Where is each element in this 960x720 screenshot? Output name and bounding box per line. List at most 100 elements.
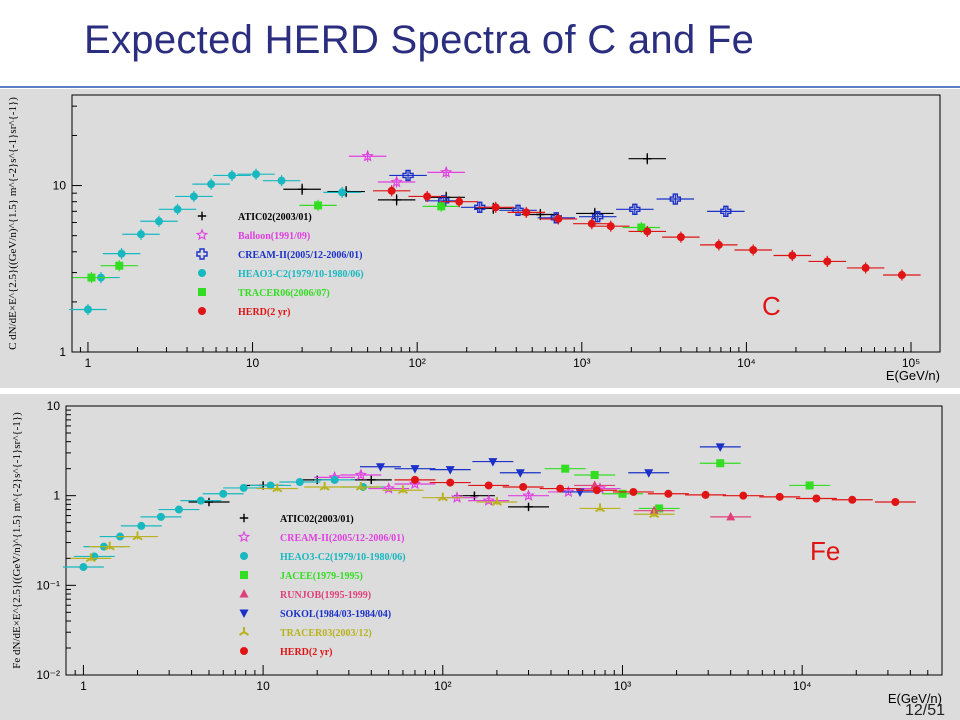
carbon-x-tick-label: 10⁴	[737, 356, 756, 370]
iron-y-axis: 10⁻² 10⁻¹ 1 10 Fe dN/dE×E^{2.5}((GeV/n)^{1.5…	[11, 399, 76, 682]
data-point	[330, 475, 339, 484]
data-point	[643, 154, 652, 163]
data-point	[823, 257, 832, 266]
iron-series-tracer03-2003-12	[70, 481, 675, 563]
legend-label: ATIC02(2003/01)	[238, 212, 312, 223]
carbon-series-balloon-1991-09	[348, 149, 465, 188]
iron-x-tick-label: 10	[256, 679, 270, 693]
data-point	[482, 494, 495, 506]
legend-marker	[239, 513, 249, 523]
data-point	[749, 246, 758, 255]
iron-spectrum-chart: 1 10 10² 10³ 10⁴ E(GeV/n) 10⁻² 10⁻¹ 1 10 Fe dN/dE×…	[11, 399, 943, 706]
data-point	[361, 149, 374, 162]
data-point	[408, 477, 422, 490]
iron-plot-frame	[65, 405, 943, 676]
data-point	[470, 491, 479, 500]
data-point	[87, 273, 96, 282]
legend-marker	[239, 589, 249, 598]
data-point	[629, 203, 641, 216]
iron-x-tick-label: 10⁴	[793, 679, 812, 693]
data-point	[252, 170, 261, 179]
data-point	[354, 468, 367, 481]
data-point	[156, 512, 165, 521]
iron-x-tick-label: 1	[80, 679, 87, 693]
data-point	[137, 521, 146, 530]
data-point	[207, 180, 216, 189]
legend-label: JACEE(1979-1995)	[280, 571, 363, 582]
iron-y-tick-label: 10⁻²	[36, 668, 60, 682]
data-point	[812, 494, 821, 503]
data-point	[592, 486, 601, 495]
legend-label: HEAO3-C2(1979/10-1980/06)	[238, 269, 364, 280]
data-point	[314, 201, 323, 210]
data-point	[355, 481, 366, 491]
carbon-series-herd-2-yr	[372, 185, 921, 281]
carbon-plot-frame	[71, 94, 941, 353]
data-point	[437, 202, 446, 211]
legend-marker	[198, 307, 206, 315]
carbon-y-tick-label: 10	[53, 179, 67, 193]
data-point	[512, 204, 524, 217]
carbon-y-axis: 1 10 C dN/dE×E^{2.5}((GeV/n)^{1.5} m^{-2}s…	[7, 97, 82, 359]
data-point	[720, 205, 732, 218]
legend-label: TRACER03(2003/12)	[280, 628, 372, 639]
data-point	[173, 205, 182, 214]
data-point	[618, 489, 627, 498]
data-point	[104, 541, 115, 551]
legend-marker	[237, 530, 251, 543]
data-point	[117, 249, 126, 258]
data-point	[266, 481, 275, 490]
data-point	[455, 197, 464, 206]
data-point	[423, 192, 432, 201]
title-divider	[0, 86, 960, 88]
data-point	[715, 443, 725, 452]
legend-marker	[196, 248, 208, 260]
legend-marker	[197, 211, 207, 221]
data-point	[387, 186, 396, 195]
iron-y-tick-label: 10⁻¹	[36, 578, 60, 592]
data-point	[637, 223, 646, 232]
data-point	[189, 192, 198, 201]
data-point	[522, 208, 531, 217]
data-point	[629, 487, 638, 496]
carbon-x-tick-label: 10³	[573, 356, 590, 370]
data-point	[488, 458, 498, 467]
iron-spectrum-panel: 1 10 10² 10³ 10⁴ E(GeV/n) 10⁻² 10⁻¹ 1 10 Fe dN/dE×…	[0, 394, 960, 720]
data-point	[136, 230, 145, 239]
data-point	[805, 481, 814, 490]
slide-title: Expected HERD Spectra of C and Fe	[84, 18, 755, 62]
legend-marker	[198, 288, 206, 296]
slide-number: 12/51	[905, 702, 946, 719]
legend-marker	[239, 609, 249, 618]
iron-x-tick-label: 10²	[434, 679, 451, 693]
carbon-legend: ATIC02(2003/01) Balloon(1991/09) CREAM-II(…	[195, 211, 364, 318]
data-point	[562, 485, 575, 498]
data-point	[239, 483, 248, 492]
data-point	[390, 175, 403, 188]
data-point	[716, 459, 725, 468]
data-point	[174, 505, 183, 514]
data-point	[450, 491, 464, 503]
data-point	[397, 485, 408, 495]
legend-label: CREAM-II(2005/12-2006/01)	[238, 250, 362, 261]
iron-x-axis: 1 10 10² 10³ 10⁴ E(GeV/n)	[65, 665, 943, 706]
data-point	[561, 464, 570, 473]
data-point	[606, 222, 615, 231]
data-point	[83, 305, 92, 314]
data-point	[115, 261, 124, 270]
data-point	[219, 489, 228, 498]
data-point	[701, 490, 710, 499]
data-point	[85, 553, 96, 563]
data-point	[739, 491, 748, 500]
data-point	[664, 489, 673, 498]
data-point	[277, 176, 286, 185]
legend-marker	[240, 647, 248, 655]
data-point	[676, 233, 685, 242]
iron-legend: ATIC02(2003/01) CREAM-II(2005/12-2006/01)…	[237, 513, 406, 658]
data-point	[891, 497, 900, 506]
data-point	[644, 469, 654, 478]
data-point	[519, 482, 528, 491]
data-point	[272, 483, 283, 493]
